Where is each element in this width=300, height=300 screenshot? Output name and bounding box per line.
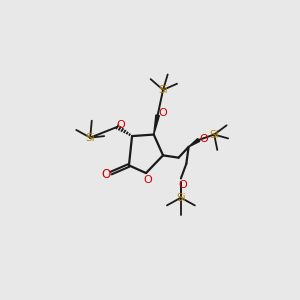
Text: O: O [199,134,208,144]
Text: O: O [143,175,152,185]
Text: O: O [178,180,187,190]
Text: Si: Si [209,130,219,140]
Polygon shape [154,115,159,135]
Text: O: O [158,108,167,118]
Text: O: O [117,119,126,130]
Polygon shape [189,139,200,147]
Text: O: O [101,168,110,181]
Text: Si: Si [158,85,168,95]
Text: Si: Si [85,133,95,142]
Text: Si: Si [176,193,186,203]
